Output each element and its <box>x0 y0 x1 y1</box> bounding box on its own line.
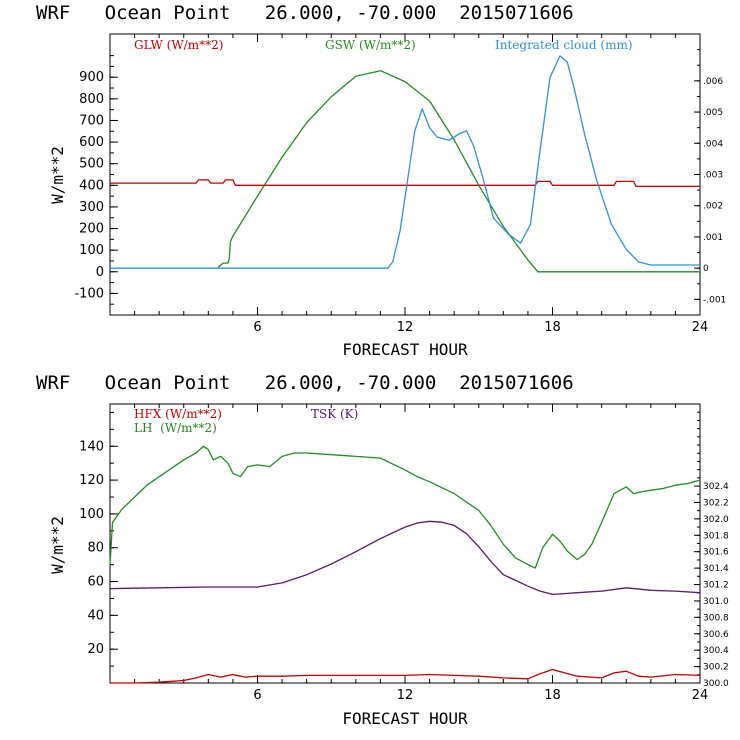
y2-tick-label: .005 <box>703 108 723 118</box>
y2-tick-label: 301.6 <box>703 548 729 558</box>
top-legend-gsw: GSW (W/m**2) <box>325 38 416 52</box>
y2-tick-label: 300.0 <box>703 679 729 689</box>
y-tick-label: 400 <box>79 178 104 193</box>
y-tick-label: -100 <box>74 286 104 301</box>
y2-tick-label: 302.0 <box>703 515 729 525</box>
y2-tick-label: 300.8 <box>703 613 729 623</box>
y2-tick-label: 302.2 <box>703 498 729 508</box>
top-legend-glw: GLW (W/m**2) <box>134 38 223 52</box>
x-tick-label: 24 <box>692 320 709 335</box>
x-tick-label: 6 <box>253 688 261 703</box>
bottom-x-axis-label: FORECAST HOUR <box>342 709 468 728</box>
y-tick-label: 0 <box>96 265 104 280</box>
y2-tick-label: .001 <box>703 233 723 243</box>
y2-tick-label: 302.4 <box>703 482 729 492</box>
y2-tick-label: .002 <box>703 202 723 212</box>
y2-tick-label: 301.8 <box>703 531 729 541</box>
series-line-tsk <box>109 520 701 596</box>
y2-tick-label: .006 <box>703 77 723 87</box>
top-chart-title: WRF Ocean Point 26.000, -70.000 20150716… <box>36 2 574 24</box>
top-x-axis-label: FORECAST HOUR <box>342 340 468 359</box>
y2-tick-label: 300.4 <box>703 646 729 656</box>
bottom-panel: WRF Ocean Point 26.000, -70.000 20150716… <box>36 372 729 728</box>
y2-tick-label: 0 <box>703 264 709 274</box>
bottom-legend-hfx: HFX (W/m**2) <box>134 407 222 421</box>
bottom-y-axis-label: W/m**2 <box>48 516 67 574</box>
x-tick-label: 12 <box>397 688 414 703</box>
y-tick-label: 100 <box>79 243 104 258</box>
x-tick-label: 24 <box>692 688 709 703</box>
y-tick-label: 500 <box>79 157 104 172</box>
series-line-gsw <box>217 70 700 273</box>
series-line-hfx <box>110 668 701 684</box>
bottom-legend-lh: LH (W/m**2) <box>134 421 217 435</box>
top-panel: WRF Ocean Point 26.000, -70.000 20150716… <box>36 2 726 359</box>
x-tick-label: 18 <box>544 688 561 703</box>
bottom-chart-title: WRF Ocean Point 26.000, -70.000 20150716… <box>36 372 574 394</box>
top-plot-frame <box>109 33 701 316</box>
y2-tick-label: 300.6 <box>703 630 729 640</box>
y-tick-label: 700 <box>79 113 104 128</box>
y-tick-label: 100 <box>79 507 104 522</box>
y-tick-label: 60 <box>87 575 104 590</box>
y-tick-label: 20 <box>87 642 104 657</box>
y-tick-label: 600 <box>79 135 104 150</box>
y2-tick-label: .004 <box>703 139 723 149</box>
x-tick-label: 18 <box>544 320 561 335</box>
y-tick-label: 200 <box>79 222 104 237</box>
y2-tick-label: 301.0 <box>703 597 729 607</box>
x-tick-label: 12 <box>397 320 414 335</box>
y-tick-label: 900 <box>79 70 104 85</box>
bottom-plot-frame <box>109 403 701 684</box>
top-legend-cloud: Integrated cloud (mm) <box>495 38 633 52</box>
y2-tick-label: 300.2 <box>703 663 729 673</box>
series-line-glw <box>110 179 700 188</box>
y2-tick-label: 301.4 <box>703 564 729 574</box>
bottom-plot-area: 6 12 18 24 20 40 60 80 100 120 140 300.0 300.2 300.4 3… <box>79 404 729 703</box>
top-y-axis-label: W/m**2 <box>48 146 67 204</box>
x-tick-label: 6 <box>253 320 261 335</box>
y-tick-label: 120 <box>79 473 104 488</box>
series-line-lh <box>109 445 701 569</box>
y-tick-label: 800 <box>79 92 104 107</box>
y2-tick-label: .003 <box>703 171 723 181</box>
series-line-integrated <box>110 55 700 269</box>
y-tick-label: 300 <box>79 200 104 215</box>
top-plot-area: 6 12 18 24 -100 0 100 200 300 400 500 600 700 800 900 -… <box>74 34 726 335</box>
y-tick-label: 40 <box>87 608 104 623</box>
y2-tick-label: 301.2 <box>703 581 729 591</box>
y-tick-label: 140 <box>79 439 104 454</box>
y-tick-label: 80 <box>87 541 104 556</box>
y2-tick-label: -.001 <box>703 295 726 305</box>
bottom-legend-tsk: TSK (K) <box>311 407 358 421</box>
